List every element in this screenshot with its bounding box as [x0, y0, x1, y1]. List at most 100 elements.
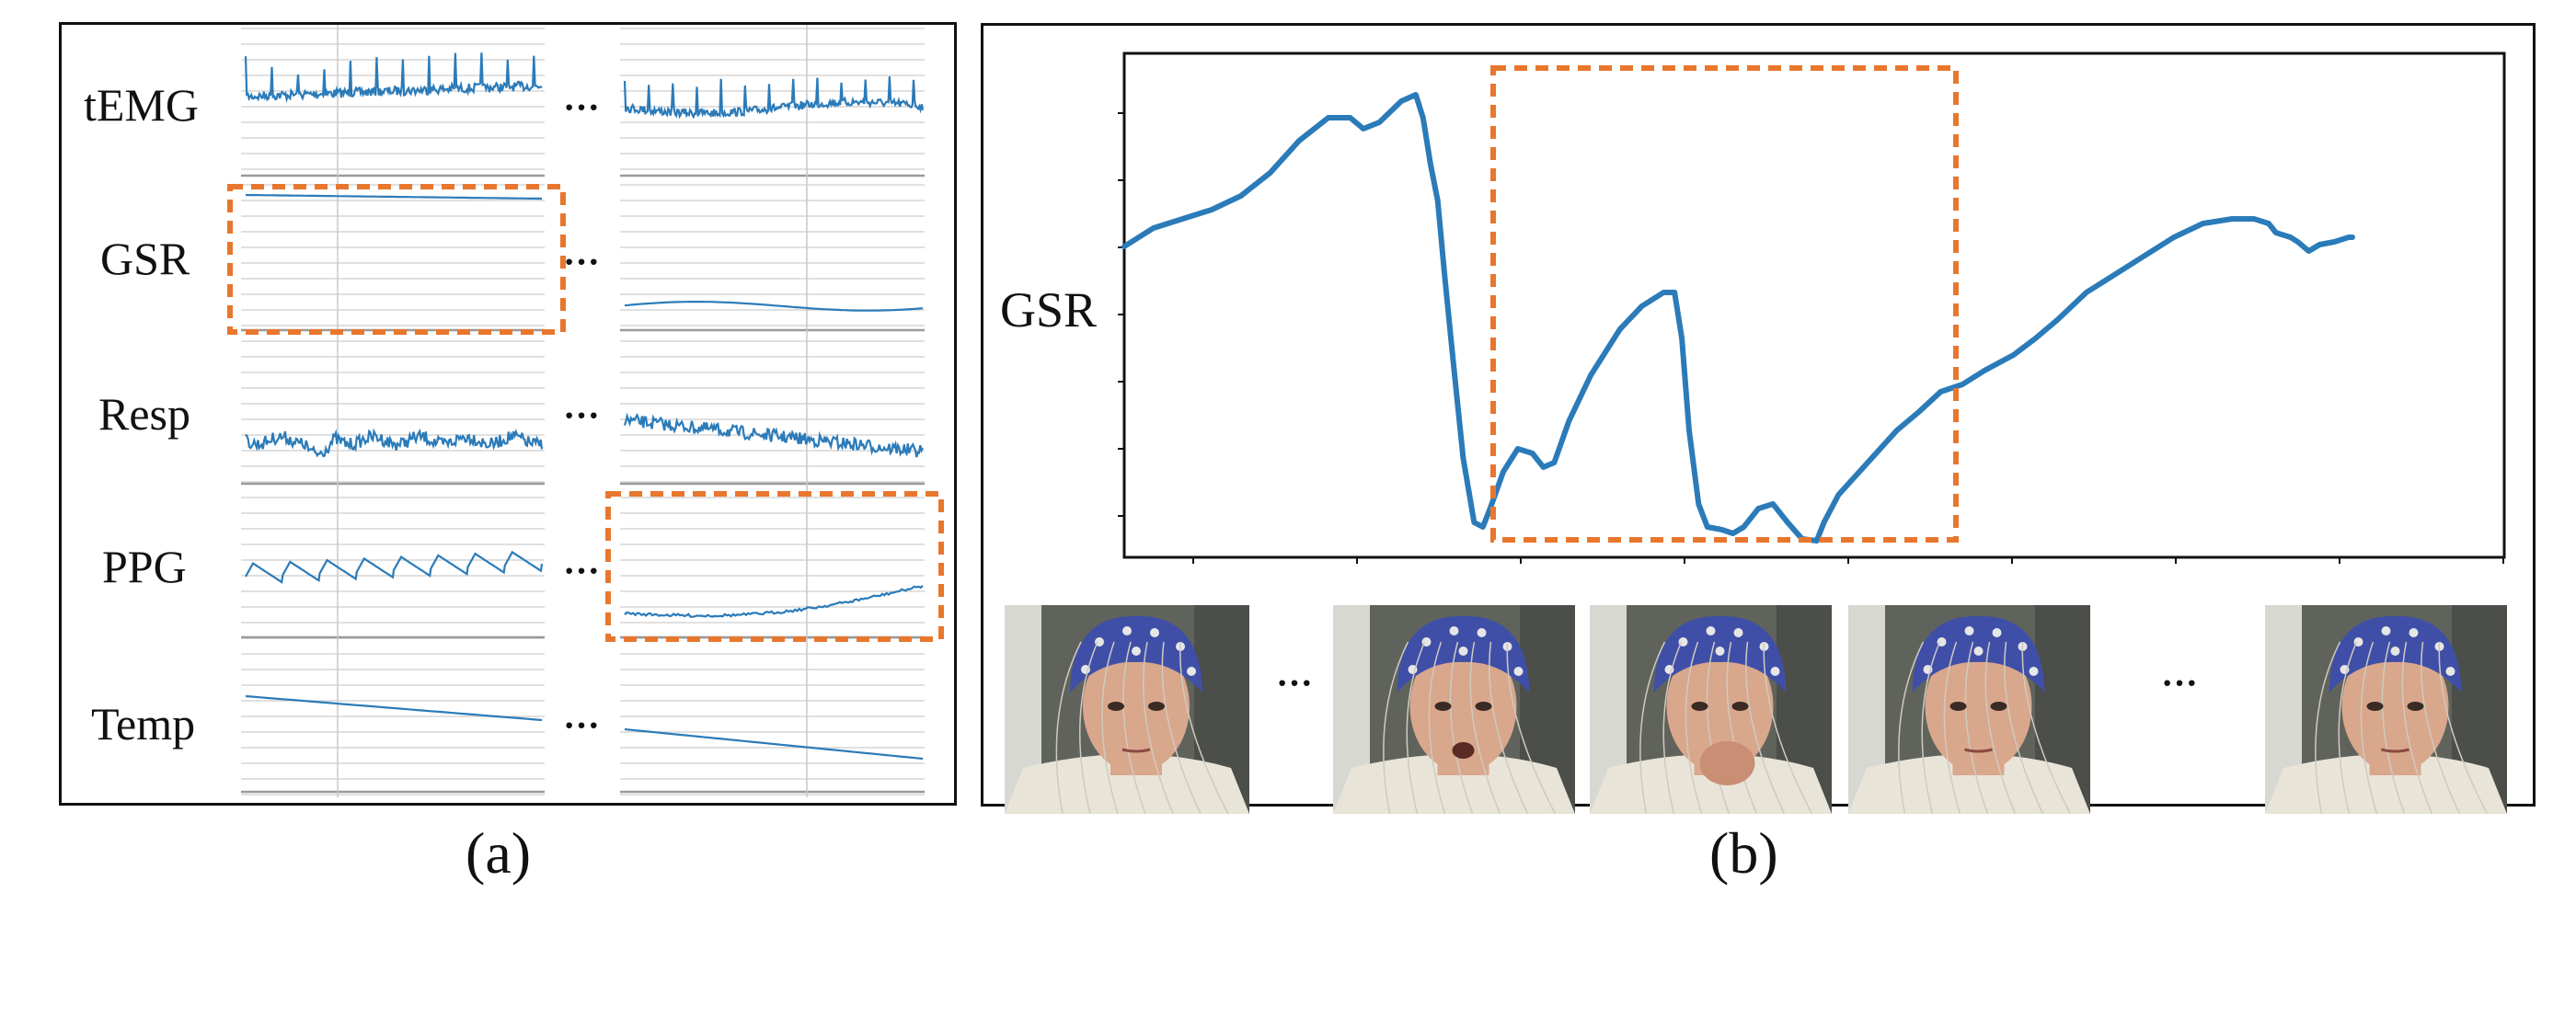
caption-a: (a) — [466, 820, 532, 886]
electrode-wire — [2004, 641, 2044, 814]
electrode — [1458, 647, 1468, 656]
electrode-wire — [1639, 641, 1666, 814]
electrode-wire — [2315, 641, 2341, 814]
electrode-wire — [1449, 641, 1474, 814]
electrode — [1132, 647, 1141, 656]
electrode-wire — [2381, 641, 2406, 814]
electrode — [1187, 667, 1196, 676]
video-frame-2 — [1333, 605, 1575, 814]
electrode-wire — [2360, 641, 2378, 814]
ellipsis-resp: ··· — [563, 395, 601, 436]
gsr-highlight-box — [227, 184, 566, 335]
electrode — [1733, 628, 1743, 637]
signal-label-gsr: GSR — [100, 233, 190, 284]
right-eye — [1990, 702, 2007, 711]
electrode-wire — [1469, 641, 1501, 814]
signal-trace — [245, 428, 544, 458]
signal-trace — [624, 301, 924, 312]
left-eye — [1434, 702, 1452, 711]
electrode-wire — [1898, 641, 1925, 814]
electrode-wire — [1383, 641, 1409, 814]
signal-trace — [624, 584, 924, 618]
panel-a-plots — [227, 25, 944, 797]
electrode-wire — [1406, 641, 1426, 814]
electrode-wire — [1122, 641, 1146, 814]
panel-b: GSR ··· ··· — [981, 23, 2536, 814]
panel-b-gsr-plot — [1118, 52, 2506, 564]
panel-a-grid — [241, 25, 925, 797]
electrode — [2029, 667, 2039, 676]
frame-ellipsis-2: ··· — [2161, 662, 2199, 704]
electrode-wire — [1745, 641, 1786, 814]
shirt — [1333, 754, 1575, 814]
electrode — [1715, 647, 1725, 656]
shirt — [2265, 754, 2507, 814]
signal-trace — [623, 76, 925, 120]
electrode-wire — [1179, 641, 1229, 814]
electrode — [2381, 626, 2391, 635]
signal-trace — [245, 550, 544, 584]
ellipsis-ppg: ··· — [563, 550, 601, 591]
electrode — [1770, 667, 1780, 676]
ellipsis-gsr: ··· — [563, 241, 601, 282]
panel-a: tEMG GSR Resp PPG Temp ··· ··· ··· ··· ·… — [59, 22, 957, 806]
mouth-open — [1452, 742, 1475, 759]
video-frame-3 — [1590, 605, 1832, 814]
video-frame-4 — [1848, 605, 2090, 814]
left-eye — [1108, 702, 1124, 711]
electrode-wire — [2438, 641, 2489, 814]
electrode-wire — [1706, 641, 1731, 814]
left-eye — [1949, 702, 1967, 711]
signal-trace — [244, 52, 543, 104]
electrode — [1477, 628, 1487, 637]
electrode-wire — [1055, 641, 1082, 814]
electrode-wire — [1726, 641, 1758, 814]
signal-label-resp: Resp — [98, 388, 190, 440]
caption-b: (b) — [1709, 820, 1778, 886]
frame-ellipsis-1: ··· — [1276, 662, 1314, 704]
gsr-curve — [1121, 92, 2355, 544]
right-eye — [2407, 702, 2424, 711]
plot-ticks — [1118, 112, 2504, 564]
right-eye — [1731, 702, 1749, 711]
panel-a-traces — [244, 52, 925, 761]
electrode-wire — [2401, 641, 2433, 814]
shirt — [1848, 754, 2090, 814]
mouth — [1964, 748, 1993, 753]
electrode-wire — [1763, 641, 1813, 814]
electrode — [1449, 626, 1459, 635]
electrode — [2445, 667, 2455, 676]
ellipsis-temg: ··· — [563, 86, 601, 128]
hand-over-mouth — [1699, 741, 1755, 785]
electrode-wire — [1078, 641, 1098, 814]
signal-trace — [245, 193, 543, 200]
gsr-event-highlight-box — [1490, 65, 1959, 543]
electrode-wire — [1685, 641, 1703, 814]
electrode-wire — [1964, 641, 1989, 814]
ppg-highlight-box — [605, 491, 944, 642]
electrode-wire — [1101, 641, 1119, 814]
electrode — [2390, 647, 2400, 656]
electrode — [1513, 667, 1524, 676]
video-frame-1 — [1005, 605, 1249, 814]
shirt — [1590, 754, 1832, 814]
video-frame-5 — [2265, 605, 2507, 814]
electrode-wire — [1161, 641, 1202, 814]
right-eye — [1148, 702, 1165, 711]
electrode-wire — [2021, 641, 2072, 814]
electrode-wire — [1428, 641, 1446, 814]
electrode — [1964, 626, 1974, 635]
electrode-wire — [1984, 641, 2017, 814]
signal-label-temg: tEMG — [84, 79, 199, 131]
electrode-wire — [1489, 641, 1529, 814]
plot-frame — [1122, 52, 2506, 559]
electrode-wire — [2421, 641, 2461, 814]
electrode — [1150, 628, 1159, 637]
electrode — [2409, 628, 2419, 637]
shirt — [1005, 754, 1249, 814]
electrode — [1992, 628, 2002, 637]
electrode-wire — [1921, 641, 1941, 814]
right-eye — [1475, 702, 1492, 711]
electrode-wire — [1143, 641, 1174, 814]
electrode — [1706, 626, 1716, 635]
